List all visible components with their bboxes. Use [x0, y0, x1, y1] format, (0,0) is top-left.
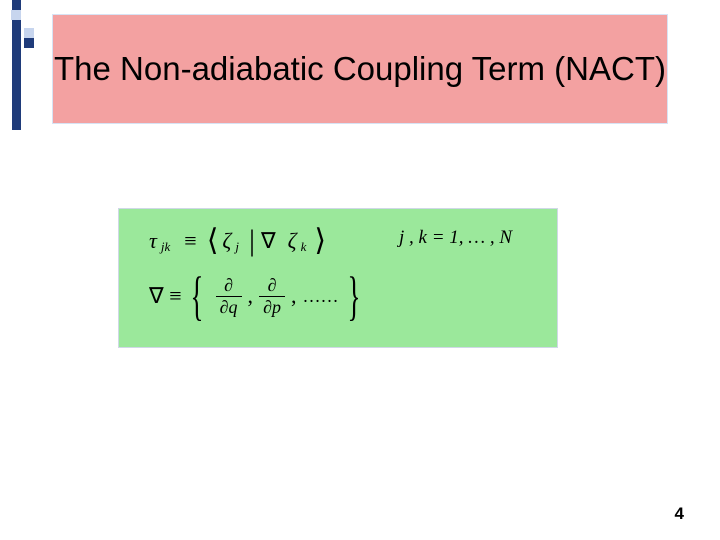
grad-lhs: ∇ ≡ [149, 283, 182, 309]
frac-dp: ∂ ∂p [259, 275, 285, 318]
bra: ⟨ [207, 223, 219, 258]
zeta-j: ζ [222, 228, 231, 254]
equation-box: τ jk ≡ ⟨ ζ j | ∇ ζ k ⟩ j , k = 1, … , N … [118, 208, 558, 348]
frac-num: ∂ [216, 275, 242, 297]
side-square [11, 10, 21, 20]
ket: ⟩ [314, 223, 326, 258]
frac-den: ∂p [259, 297, 285, 318]
comma: , [291, 283, 297, 309]
equation-row-2: ∇ ≡ { ∂ ∂q , ∂ ∂p , …… } [149, 269, 366, 323]
tau-sub: jk [161, 239, 170, 255]
zeta-k: ζ [288, 228, 297, 254]
mid-bar: | [249, 224, 255, 258]
zeta-j-sub: j [235, 239, 239, 255]
brace-left: { [190, 269, 203, 323]
index-range: j , k = 1, … , N [399, 227, 512, 249]
frac-den: ∂q [216, 297, 242, 318]
index-text: j , k = 1, … , N [399, 227, 512, 248]
frac-num: ∂ [259, 275, 285, 297]
side-square [24, 28, 34, 38]
zeta-k-sub: k [301, 239, 307, 255]
tau: τ [149, 228, 157, 254]
equiv: ≡ [184, 228, 196, 254]
page-number: 4 [675, 504, 684, 524]
comma: , [248, 283, 254, 309]
title-box: The Non-adiabatic Coupling Term (NACT) [52, 14, 668, 124]
equation-row-1: τ jk ≡ ⟨ ζ j | ∇ ζ k ⟩ [149, 223, 326, 258]
brace-right: } [347, 269, 360, 323]
frac-dq: ∂ ∂q [216, 275, 242, 318]
nabla: ∇ [261, 228, 276, 254]
title-text: The Non-adiabatic Coupling Term (NACT) [54, 48, 666, 89]
side-square [24, 38, 34, 48]
side-decoration [0, 0, 38, 540]
dots: …… [303, 286, 339, 307]
